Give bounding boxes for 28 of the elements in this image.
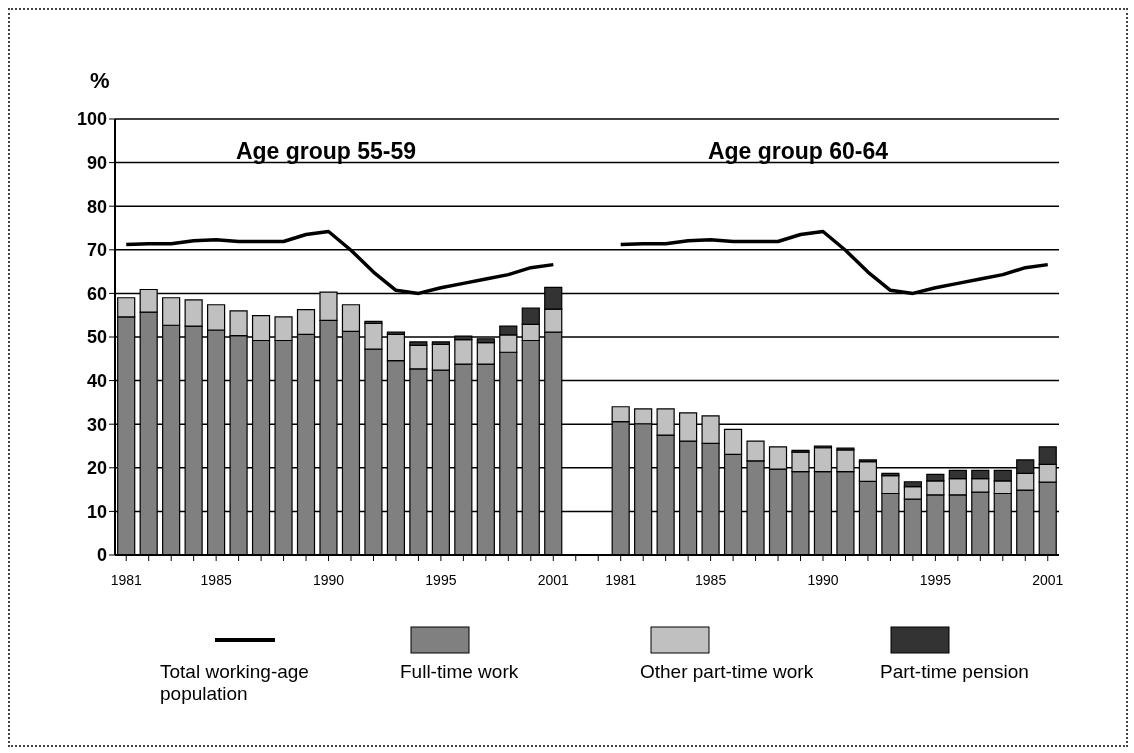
annotation: Age group 60-64: [706, 138, 890, 165]
y-tick-label: 80: [86, 196, 107, 217]
y-axis-title: %: [90, 68, 110, 94]
y-tick-label: 50: [86, 327, 107, 348]
x-tick-label: 2001: [537, 571, 570, 588]
legend-label: Full-time work: [400, 661, 520, 683]
y-tick-label: 30: [86, 414, 107, 435]
x-tick-label: 1990: [807, 571, 839, 588]
legend-label: Total working-age population: [160, 661, 310, 705]
annotation: Age group 55-59: [234, 138, 418, 165]
x-tick-label: 2001: [1032, 571, 1064, 588]
x-tick-label: 1990: [312, 571, 345, 588]
y-tick-label: 100: [76, 109, 107, 130]
y-tick-label: 60: [86, 283, 107, 304]
y-tick-label: 40: [86, 370, 107, 391]
y-tick-label: 20: [86, 458, 107, 479]
y-tick-label: 0: [96, 545, 107, 566]
y-tick-label: 90: [86, 152, 107, 173]
legend-label: Part-time pension: [880, 661, 1030, 683]
x-tick-label: 1981: [605, 571, 637, 588]
x-tick-label: 1981: [110, 571, 143, 588]
x-tick-label: 1985: [200, 571, 232, 588]
x-tick-label: 1985: [695, 571, 727, 588]
x-tick-label: 1995: [919, 571, 952, 588]
x-tick-label: 1995: [425, 571, 457, 588]
legend-label: Other part-time work: [640, 661, 815, 683]
y-tick-label: 10: [86, 501, 107, 522]
y-tick-label: 70: [86, 240, 107, 261]
